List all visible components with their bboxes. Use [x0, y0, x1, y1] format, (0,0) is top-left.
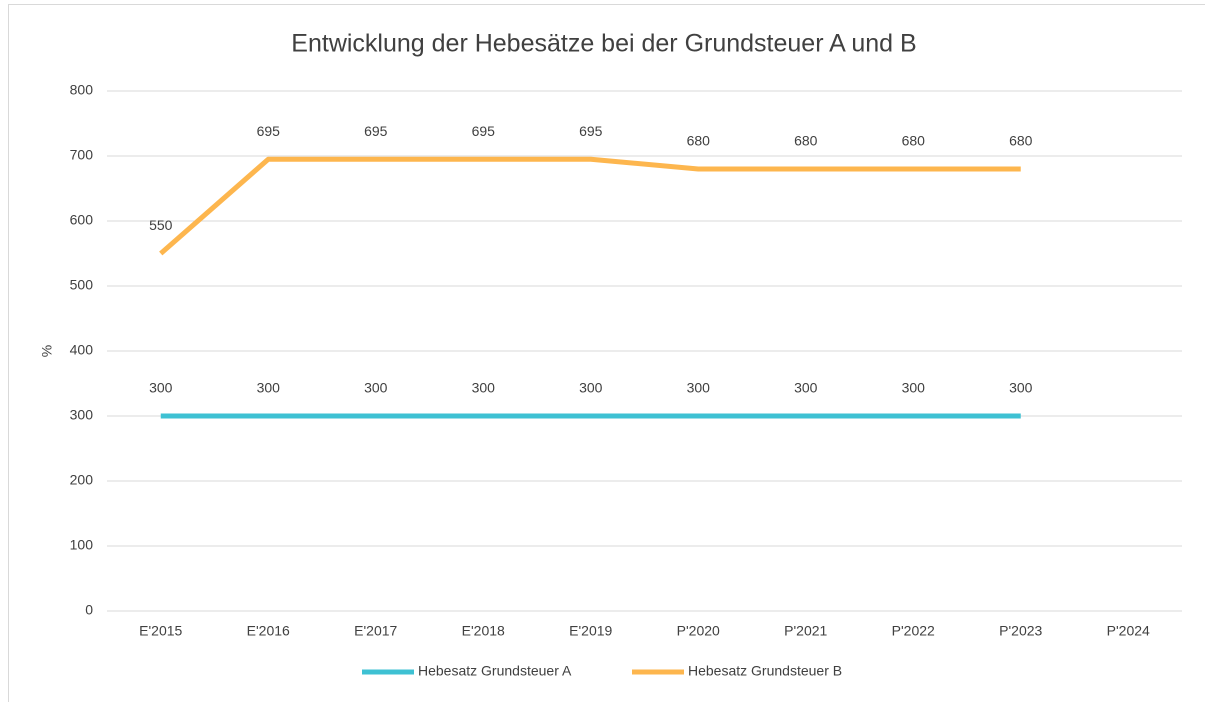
- data-label: 300: [794, 380, 818, 396]
- data-label: 300: [579, 380, 603, 396]
- x-tick-label: P'2024: [1107, 623, 1150, 639]
- y-tick-label: 300: [70, 407, 94, 423]
- data-label: 300: [687, 380, 711, 396]
- y-tick-label: 600: [70, 212, 94, 228]
- data-label: 695: [257, 123, 281, 139]
- data-label: 300: [149, 380, 173, 396]
- data-label: 680: [902, 133, 926, 149]
- x-tick-label: E'2019: [569, 623, 612, 639]
- x-tick-label: E'2018: [462, 623, 505, 639]
- x-tick-label: E'2017: [354, 623, 397, 639]
- y-tick-label: 700: [70, 147, 94, 163]
- data-label: 300: [472, 380, 496, 396]
- y-tick-label: 400: [70, 342, 94, 358]
- y-tick-label: 800: [70, 82, 94, 98]
- data-label: 680: [687, 133, 711, 149]
- chart-title: Entwicklung der Hebesätze bei der Grunds…: [291, 30, 916, 58]
- y-tick-label: 0: [85, 602, 93, 618]
- data-label: 695: [579, 123, 603, 139]
- legend-label: Hebesatz Grundsteuer A: [418, 663, 572, 679]
- series-line: [159, 156, 1021, 256]
- data-label: 695: [472, 123, 496, 139]
- data-label: 300: [364, 380, 388, 396]
- x-tick-label: P'2022: [892, 623, 935, 639]
- y-tick-label: 500: [70, 277, 94, 293]
- y-tick-label: 200: [70, 472, 94, 488]
- chart-border: [8, 4, 1205, 702]
- data-label: 300: [1009, 380, 1033, 396]
- y-axis-label: %: [39, 345, 55, 357]
- x-tick-label: E'2015: [139, 623, 182, 639]
- y-tick-label: 100: [70, 537, 94, 553]
- data-label: 680: [1009, 133, 1033, 149]
- data-label: 300: [902, 380, 926, 396]
- x-tick-label: P'2021: [784, 623, 827, 639]
- data-label: 550: [149, 217, 173, 233]
- x-tick-label: E'2016: [247, 623, 290, 639]
- data-label: 680: [794, 133, 818, 149]
- data-label: 300: [257, 380, 281, 396]
- data-label: 695: [364, 123, 388, 139]
- legend-label: Hebesatz Grundsteuer B: [688, 663, 842, 679]
- x-tick-label: P'2020: [677, 623, 720, 639]
- x-tick-label: P'2023: [999, 623, 1042, 639]
